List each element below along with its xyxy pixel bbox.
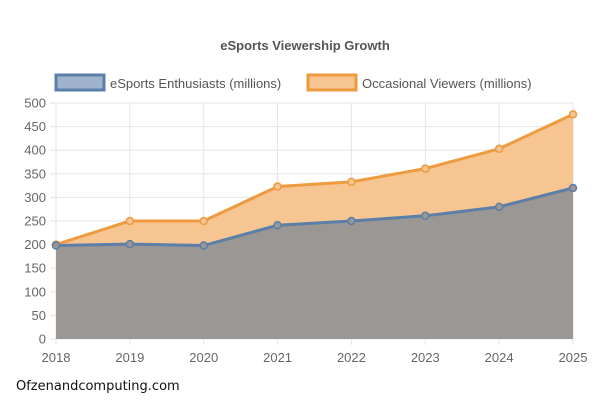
plot-points [51,110,578,250]
point-enthusiasts [494,202,504,212]
x-tick-label: 2018 [42,350,71,365]
x-tick-label: 2019 [115,350,144,365]
plot-areas [56,114,573,339]
point-occasional [273,182,282,191]
x-tick-label: 2023 [411,350,440,365]
x-tick-label: 2020 [189,350,218,365]
chart-title: eSports Viewership Growth [220,38,390,53]
point-enthusiasts [125,239,135,249]
y-tick-label: 250 [24,214,46,229]
y-tick-label: 200 [24,237,46,252]
line-enthusiasts [55,186,574,248]
point-occasional [421,164,430,173]
point-occasional [125,216,135,226]
y-tick-label: 500 [24,96,46,111]
point-enthusiasts [421,211,430,221]
area-enthusiasts [56,187,573,339]
legend-swatch-enthusiasts [54,73,106,92]
x-axis-ticks: 2018 2019 2020 2021 2022 2023 2024 2025 [42,350,588,365]
x-tick-label: 2024 [485,350,514,365]
point-occasional [347,177,356,187]
legend-swatch-occasional [306,73,358,92]
line-occasional [55,112,574,247]
x-tick-label: 2022 [337,350,366,365]
watermark: Ofzenandcomputing.com [16,379,180,394]
y-axis-ticks: 0 50 100 150 200 250 300 350 400 450 500 [24,96,46,347]
point-occasional [494,144,504,154]
point-enthusiasts [273,220,282,230]
y-tick-label: 300 [24,190,46,205]
y-tick-label: 450 [24,119,46,134]
y-tick-label: 50 [32,308,46,323]
x-tick-label: 2021 [263,350,292,365]
legend-label-occasional: Occasional Viewers (millions) [362,76,532,91]
point-enthusiasts [347,216,356,226]
y-tick-label: 150 [24,261,46,276]
point-occasional [199,216,208,226]
y-tick-label: 0 [39,332,46,347]
y-tick-label: 400 [24,143,46,158]
x-tick-label: 2025 [559,350,588,365]
plot-lines [55,112,574,248]
legend-label-enthusiasts: eSports Enthusiasts (millions) [110,76,281,91]
legend: eSports Enthusiasts (millions) Occasiona… [54,73,532,92]
y-tick-label: 100 [24,284,46,299]
point-enthusiasts [199,241,208,250]
point-enthusiasts [568,183,578,193]
point-enthusiasts [51,241,61,250]
point-occasional [568,110,578,119]
y-tick-label: 350 [24,166,46,181]
